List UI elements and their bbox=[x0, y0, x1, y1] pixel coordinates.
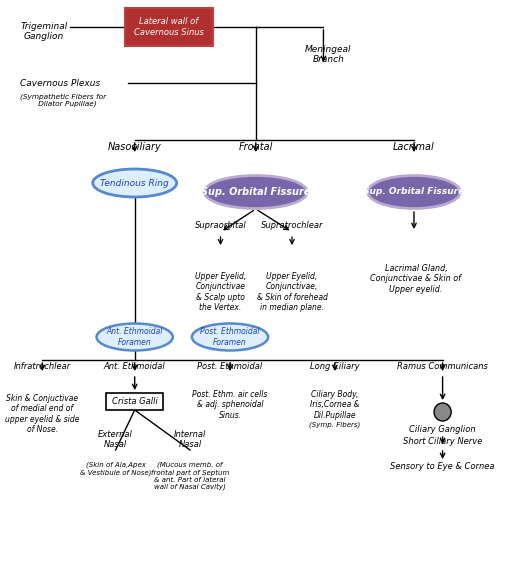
Text: Ant. Ethmoidal
Foramen: Ant. Ethmoidal Foramen bbox=[107, 327, 163, 346]
Text: Ciliary Body,
Iris,Cornea &
Dil.Pupillae: Ciliary Body, Iris,Cornea & Dil.Pupillae bbox=[310, 390, 360, 420]
FancyBboxPatch shape bbox=[125, 8, 213, 46]
Text: Post. Ethm. air cells
& adj. sphenoidal
Sinus.: Post. Ethm. air cells & adj. sphenoidal … bbox=[192, 390, 268, 420]
Ellipse shape bbox=[96, 324, 173, 350]
Text: Long Ciliary: Long Ciliary bbox=[310, 362, 360, 371]
Text: (Mucous memb. of
frontal part of Septum
& ant. Part of lateral
wall of Nasal Cav: (Mucous memb. of frontal part of Septum … bbox=[151, 462, 229, 490]
Text: Lateral wall of
Cavernous Sinus: Lateral wall of Cavernous Sinus bbox=[134, 18, 204, 37]
Text: Internal
Nasal: Internal Nasal bbox=[174, 430, 206, 449]
Ellipse shape bbox=[368, 176, 460, 209]
Text: Ant. Ethmoidal: Ant. Ethmoidal bbox=[104, 362, 166, 371]
FancyBboxPatch shape bbox=[106, 393, 163, 410]
Ellipse shape bbox=[192, 324, 268, 350]
Text: (Sympathetic Fibers for
   Dilator Pupillae): (Sympathetic Fibers for Dilator Pupillae… bbox=[20, 93, 107, 107]
Text: Ramus Communicans: Ramus Communicans bbox=[397, 362, 488, 371]
Text: Upper Eyelid,
Conjunctivae
& Scalp upto
the Vertex.: Upper Eyelid, Conjunctivae & Scalp upto … bbox=[195, 272, 246, 312]
Circle shape bbox=[434, 403, 451, 421]
Text: Infratrochlear: Infratrochlear bbox=[14, 362, 71, 371]
Text: Supraorbital: Supraorbital bbox=[194, 221, 246, 230]
Ellipse shape bbox=[205, 176, 307, 209]
Text: Meningeal
Branch: Meningeal Branch bbox=[305, 45, 351, 65]
Text: Frontal: Frontal bbox=[238, 142, 273, 152]
Text: Trigeminal
Ganglion: Trigeminal Ganglion bbox=[21, 22, 68, 41]
Ellipse shape bbox=[93, 169, 177, 197]
Text: Cavernous Plexus: Cavernous Plexus bbox=[20, 78, 100, 87]
Text: Sup. Orbital Fissure: Sup. Orbital Fissure bbox=[364, 188, 465, 197]
Text: Supratrochlear: Supratrochlear bbox=[261, 221, 323, 230]
Text: Lacrimal Gland,
Conjunctivae & Skin of
Upper eyelid.: Lacrimal Gland, Conjunctivae & Skin of U… bbox=[370, 264, 462, 294]
Text: Lacrimal: Lacrimal bbox=[393, 142, 435, 152]
Text: Post. Ethmoidal: Post. Ethmoidal bbox=[197, 362, 263, 371]
Text: Skin & Conjuctivae
of medial end of
upper eyelid & side
of Nose.: Skin & Conjuctivae of medial end of uppe… bbox=[5, 394, 79, 434]
Text: Post. Ethmoidal
Foramen: Post. Ethmoidal Foramen bbox=[200, 327, 260, 346]
Text: Nasociliary: Nasociliary bbox=[108, 142, 162, 152]
Text: Short Ciliary Nerve: Short Ciliary Nerve bbox=[403, 437, 482, 446]
Text: Tendinous Ring: Tendinous Ring bbox=[100, 179, 169, 188]
Text: External
Nasal: External Nasal bbox=[98, 430, 133, 449]
Text: (Skin of Ala,Apex
& Vestibule of Nose): (Skin of Ala,Apex & Vestibule of Nose) bbox=[80, 462, 152, 476]
Text: Upper Eyelid,
Conjunctivae,
& Skin of forehead
in median plane.: Upper Eyelid, Conjunctivae, & Skin of fo… bbox=[257, 272, 327, 312]
Text: Crista Galli: Crista Galli bbox=[112, 397, 158, 406]
Text: Sensory to Eye & Cornea: Sensory to Eye & Cornea bbox=[390, 462, 495, 471]
Text: Ciliary Ganglion: Ciliary Ganglion bbox=[409, 425, 476, 434]
Text: Sup. Orbital Fissure: Sup. Orbital Fissure bbox=[201, 187, 311, 197]
Text: (Symp. Fibers): (Symp. Fibers) bbox=[309, 422, 361, 429]
